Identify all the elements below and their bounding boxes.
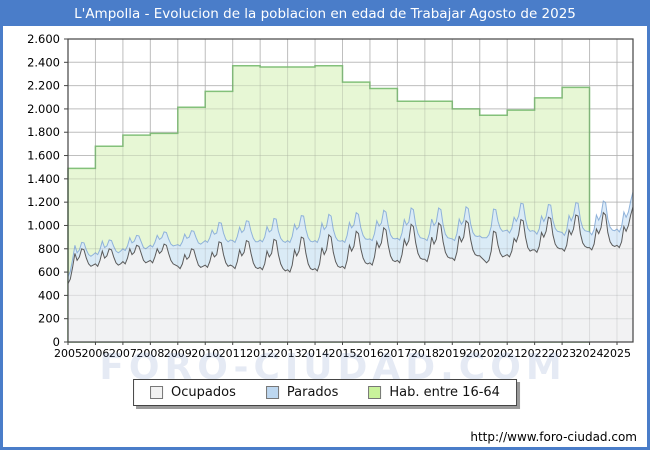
y-tick-label: 600 bbox=[38, 265, 60, 279]
hab-swatch-icon bbox=[368, 386, 382, 399]
chart-title: L'Ampolla - Evolucion de la poblacion en… bbox=[3, 3, 647, 26]
y-tick-label: 2.400 bbox=[27, 55, 60, 69]
x-axis-labels: 2005 2006 2007 2008 2009 2010 2011 2012 2013 2014… bbox=[54, 342, 631, 360]
parados-swatch-icon bbox=[265, 386, 279, 399]
y-tick-label: 1.200 bbox=[27, 195, 60, 209]
x-tick-label: 2008 bbox=[136, 347, 164, 360]
population-area-chart: 0 200 400 600 800 1.000 1.200 1.400 1.600 1.800 2.… bbox=[27, 32, 634, 360]
gridlines-overlay bbox=[68, 39, 633, 342]
y-tick-label: 0 bbox=[53, 335, 60, 349]
x-tick-label: 2007 bbox=[109, 347, 137, 360]
legend-item-ocupados: Ocupados bbox=[150, 385, 236, 400]
x-tick-label: 2025 bbox=[603, 347, 631, 360]
x-tick-label: 2024 bbox=[576, 347, 604, 360]
legend-item-parados: Parados bbox=[265, 385, 339, 400]
x-tick-label: 2010 bbox=[191, 347, 219, 360]
x-tick-label: 2015 bbox=[328, 347, 356, 360]
x-tick-label: 2009 bbox=[164, 347, 192, 360]
y-tick-label: 1.600 bbox=[27, 149, 60, 163]
x-tick-label: 2023 bbox=[548, 347, 576, 360]
ocupados-swatch-icon bbox=[150, 386, 164, 399]
x-tick-label: 2019 bbox=[438, 347, 466, 360]
legend-label-hab: Hab. entre 16-64 bbox=[389, 385, 500, 400]
y-tick-label: 1.000 bbox=[27, 218, 60, 232]
plot-border bbox=[67, 38, 634, 343]
legend-label-parados: Parados bbox=[286, 385, 339, 400]
y-tick-label: 2.000 bbox=[27, 102, 60, 116]
x-tick-label: 2006 bbox=[81, 347, 109, 360]
y-tick-label: 1.800 bbox=[27, 125, 60, 139]
y-tick-label: 400 bbox=[38, 288, 60, 302]
series-ocupados-area bbox=[67, 206, 634, 343]
y-tick-label: 1.400 bbox=[27, 172, 60, 186]
x-tick-label: 2017 bbox=[383, 347, 411, 360]
y-tick-label: 800 bbox=[38, 242, 60, 256]
legend: Ocupados Parados Hab. entre 16-64 bbox=[133, 379, 517, 406]
y-tick-label: 2.200 bbox=[27, 79, 60, 93]
y-tick-label: 2.600 bbox=[27, 32, 60, 46]
x-tick-label: 2020 bbox=[466, 347, 494, 360]
x-tick-label: 2011 bbox=[219, 347, 247, 360]
x-tick-label: 2013 bbox=[274, 347, 302, 360]
x-tick-label: 2021 bbox=[493, 347, 521, 360]
site-url: http://www.foro-ciudad.com bbox=[470, 430, 637, 444]
x-tick-label: 2018 bbox=[411, 347, 439, 360]
x-tick-label: 2005 bbox=[54, 347, 82, 360]
legend-label-ocupados: Ocupados bbox=[171, 385, 236, 400]
x-tick-label: 2014 bbox=[301, 347, 329, 360]
legend-item-hab: Hab. entre 16-64 bbox=[368, 385, 500, 400]
y-axis-labels: 0 200 400 600 800 1.000 1.200 1.400 1.600 1.800 2.… bbox=[27, 32, 68, 349]
x-tick-label: 2022 bbox=[521, 347, 549, 360]
x-tick-label: 2016 bbox=[356, 347, 384, 360]
y-tick-label: 200 bbox=[38, 312, 60, 326]
x-tick-label: 2012 bbox=[246, 347, 274, 360]
